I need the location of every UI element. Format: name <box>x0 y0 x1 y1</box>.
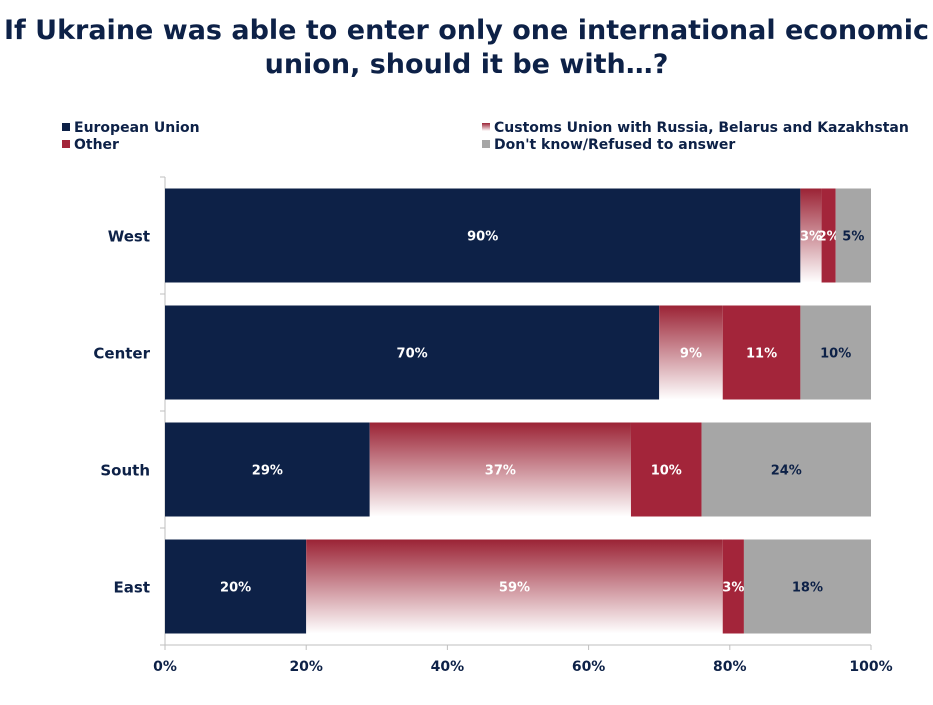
legend-item-eu: European Union <box>62 120 200 136</box>
legend-item-customs-union: Customs Union with Russia, Belarus and K… <box>482 120 909 136</box>
bar-east-european-union <box>165 539 307 634</box>
x-tick-label: 20% <box>289 659 323 675</box>
x-tick-label: 60% <box>572 659 606 675</box>
legend-swatch-other <box>62 140 70 148</box>
bar-east-don-t-know-refused-to-answer <box>743 539 871 634</box>
legend-swatch-eu <box>62 123 70 131</box>
data-label-east-other: 3% <box>722 581 744 596</box>
data-label-south-european-union: 29% <box>252 464 283 479</box>
data-label-center-other: 11% <box>746 347 777 362</box>
data-label-east-don-t-know-refused-to-answer: 18% <box>792 581 823 596</box>
category-label-east: East <box>114 579 150 597</box>
bar-center-european-union <box>165 305 660 400</box>
bar-center-customs-union-with-russia-belarus-and-kazakhstan <box>659 305 723 400</box>
bar-south-customs-union-with-russia-belarus-and-kazakhstan <box>369 422 631 517</box>
x-tick-label: 100% <box>849 659 892 675</box>
data-label-east-customs-union-with-russia-belarus-and-kazakhstan: 59% <box>499 581 530 596</box>
bar-west-other <box>821 188 836 283</box>
bar-center-don-t-know-refused-to-answer <box>800 305 871 400</box>
data-label-east-european-union: 20% <box>220 581 251 596</box>
legend-label-eu: European Union <box>74 120 200 136</box>
bar-south-don-t-know-refused-to-answer <box>701 422 871 517</box>
chart-title-line-1: If Ukraine was able to enter only one in… <box>3 15 930 46</box>
bar-west-don-t-know-refused-to-answer <box>835 188 871 283</box>
bar-south-other <box>630 422 702 517</box>
bar-south-european-union <box>165 422 370 517</box>
bar-west-customs-union-with-russia-belarus-and-kazakhstan <box>800 188 822 283</box>
chart-title-line-2: union, should it be with…? <box>264 49 669 80</box>
category-label-south: South <box>100 462 150 480</box>
legend-item-dont-know: Don't know/Refused to answer <box>482 137 735 153</box>
data-label-south-don-t-know-refused-to-answer: 24% <box>771 464 802 479</box>
bar-east-customs-union-with-russia-belarus-and-kazakhstan <box>306 539 723 634</box>
data-label-center-customs-union-with-russia-belarus-and-kazakhstan: 9% <box>680 347 702 362</box>
plot-area: 0% 20% 40% 60% 80% 100%West 90% 3%2% 5%Center 70%… <box>93 176 893 675</box>
data-label-west-customs-union-with-russia-belarus-and-kazakhstan: 3% <box>800 230 822 245</box>
x-tick-label: 0% <box>153 659 177 675</box>
data-label-west-other: 2% <box>818 230 840 245</box>
bar-west-european-union <box>165 188 801 283</box>
legend-label-customs-union: Customs Union with Russia, Belarus and K… <box>494 120 909 136</box>
legend-swatch-customs-union <box>482 123 490 131</box>
data-label-center-don-t-know-refused-to-answer: 10% <box>820 347 851 362</box>
data-label-center-european-union: 70% <box>397 347 428 362</box>
legend-label-dont-know: Don't know/Refused to answer <box>494 137 736 153</box>
legend-label-other: Other <box>74 137 119 153</box>
data-label-west-european-union: 90% <box>467 230 498 245</box>
x-tick-label: 80% <box>713 659 747 675</box>
category-label-west: West <box>108 228 150 246</box>
data-label-west-don-t-know-refused-to-answer: 5% <box>842 230 864 245</box>
bar-east-other <box>722 539 744 634</box>
x-tick-label: 40% <box>431 659 465 675</box>
data-label-south-customs-union-with-russia-belarus-and-kazakhstan: 37% <box>485 464 516 479</box>
data-label-south-other: 10% <box>651 464 682 479</box>
chart-title: If Ukraine was able to enter only one in… <box>0 14 933 82</box>
bar-center-other <box>722 305 801 400</box>
legend-item-other: Other <box>62 137 119 153</box>
legend-swatch-dont-know <box>482 140 490 148</box>
category-label-center: Center <box>93 345 150 363</box>
